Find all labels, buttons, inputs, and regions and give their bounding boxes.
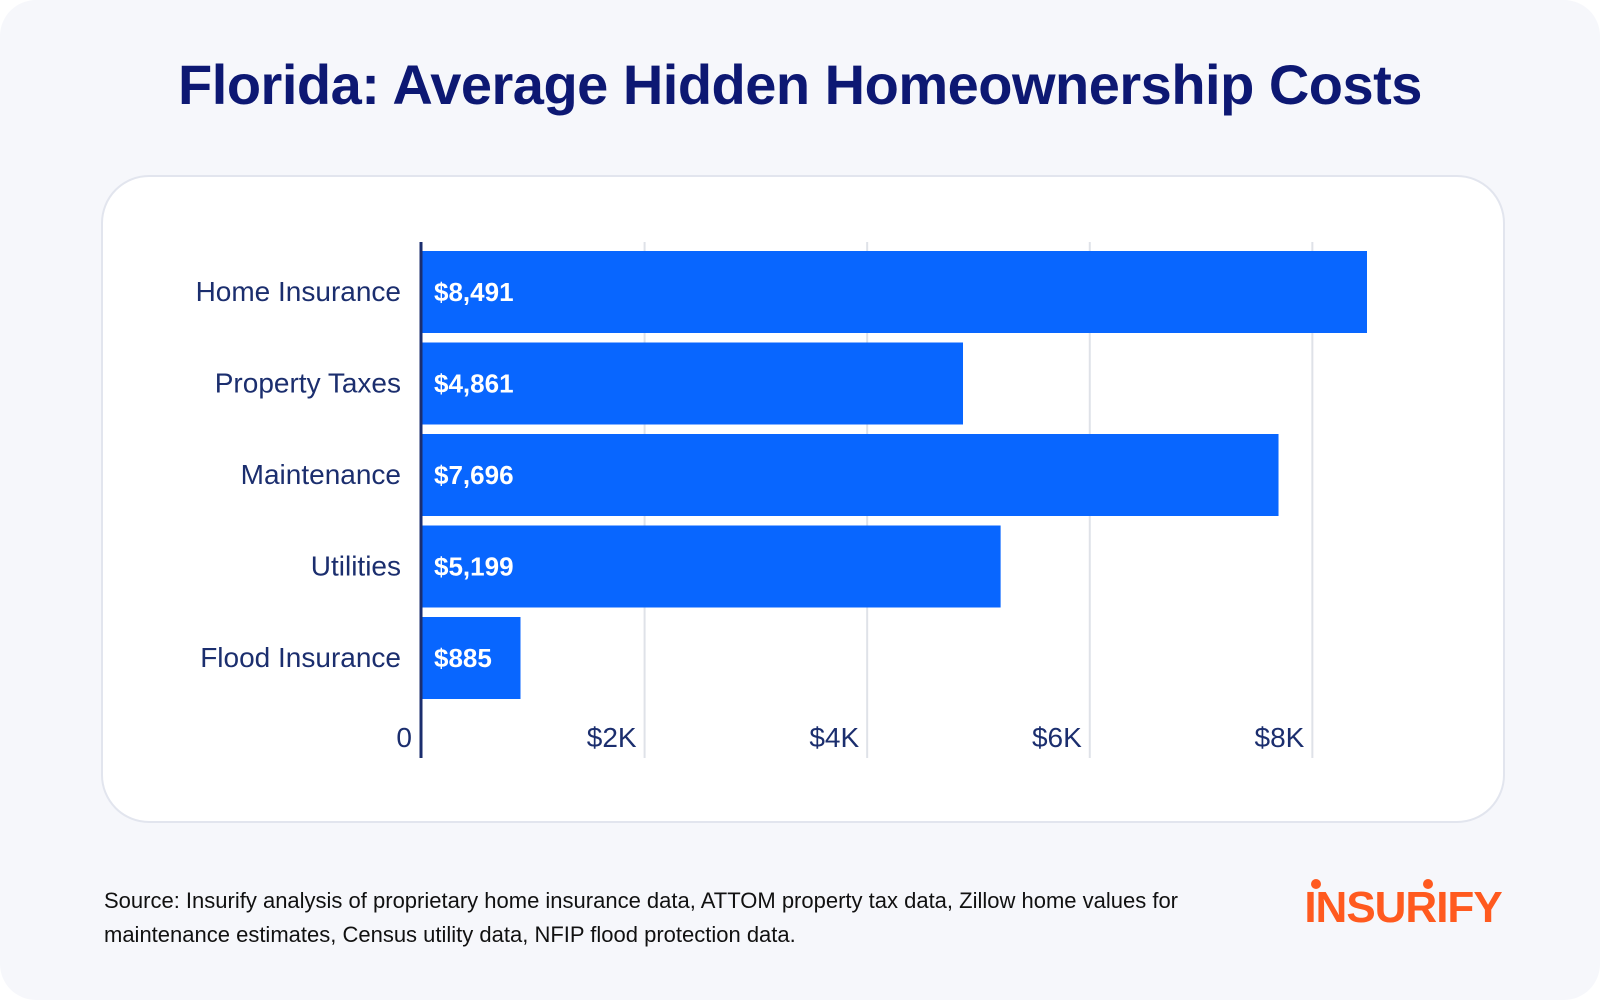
x-tick-label-4: $8K — [1255, 722, 1305, 753]
chart-title: Florida: Average Hidden Homeownership Co… — [178, 53, 1422, 116]
category-label-2: Property Taxes — [215, 368, 401, 399]
category-label-4: Utilities — [311, 551, 401, 582]
bar-value-label-1: $8,491 — [434, 277, 514, 307]
insurify-logo: INSURIFY — [1304, 879, 1503, 932]
category-label-3: Maintenance — [241, 459, 401, 490]
bar-1 — [422, 251, 1367, 333]
bar-value-label-2: $4,861 — [434, 369, 514, 399]
x-tick-label-3: $6K — [1032, 722, 1082, 753]
x-tick-label-2: $4K — [809, 722, 859, 753]
source-note: Source: Insurify analysis of proprietary… — [104, 888, 1179, 947]
bar-value-label-4: $5,199 — [434, 552, 514, 582]
logo-dot-i2 — [1423, 879, 1433, 889]
bar-value-label-3: $7,696 — [434, 460, 514, 490]
bar-5 — [422, 617, 521, 699]
bar-4 — [422, 525, 1001, 608]
bar-value-label-5: $885 — [434, 643, 492, 673]
logo-text: INSURIFY — [1304, 883, 1502, 932]
logo-dot-i1 — [1311, 879, 1321, 889]
category-label-1: Home Insurance — [196, 276, 401, 307]
bar-2 — [422, 342, 964, 425]
bar-3 — [422, 434, 1279, 516]
category-label-5: Flood Insurance — [200, 642, 401, 673]
x-tick-label-0: 0 — [396, 722, 412, 753]
x-tick-label-1: $2K — [587, 722, 637, 753]
